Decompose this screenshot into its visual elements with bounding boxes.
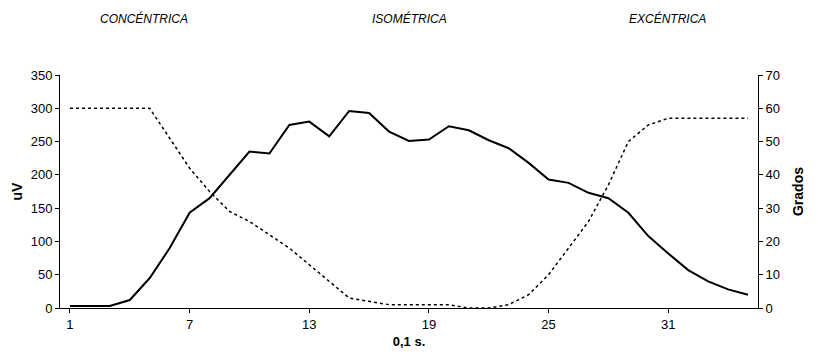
svg-text:10: 10 [766, 267, 780, 282]
svg-text:200: 200 [31, 167, 53, 182]
svg-text:25: 25 [541, 317, 555, 332]
svg-text:50: 50 [766, 134, 780, 149]
svg-text:100: 100 [31, 234, 53, 249]
svg-text:19: 19 [422, 317, 436, 332]
svg-text:300: 300 [31, 101, 53, 116]
svg-text:250: 250 [31, 134, 53, 149]
svg-text:150: 150 [31, 201, 53, 216]
svg-text:1: 1 [66, 317, 73, 332]
svg-text:60: 60 [766, 101, 780, 116]
svg-text:20: 20 [766, 234, 780, 249]
svg-text:7: 7 [186, 317, 193, 332]
svg-text:350: 350 [31, 68, 53, 83]
svg-text:31: 31 [661, 317, 675, 332]
svg-text:13: 13 [302, 317, 316, 332]
svg-text:30: 30 [766, 201, 780, 216]
svg-text:0: 0 [45, 301, 52, 316]
svg-text:0: 0 [766, 301, 773, 316]
svg-text:ISOMÉTRICA: ISOMÉTRICA [372, 11, 447, 26]
svg-text:uV: uV [9, 182, 25, 201]
svg-text:70: 70 [766, 68, 780, 83]
svg-text:EXCÉNTRICA: EXCÉNTRICA [629, 11, 706, 26]
svg-text:50: 50 [38, 267, 52, 282]
svg-text:0,1 s.: 0,1 s. [393, 334, 426, 349]
svg-text:CONCÉNTRICA: CONCÉNTRICA [100, 11, 188, 26]
svg-text:Grados: Grados [790, 167, 806, 216]
svg-text:40: 40 [766, 167, 780, 182]
